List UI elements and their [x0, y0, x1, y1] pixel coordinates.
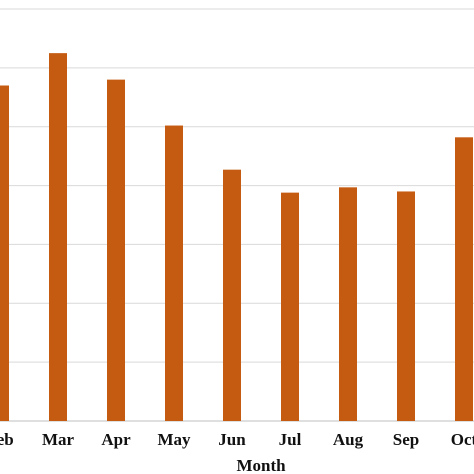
- bar-oct: [455, 137, 473, 421]
- x-axis-title: Month: [236, 456, 286, 474]
- x-tick-label: Jun: [218, 430, 246, 449]
- bar-feb: [0, 85, 9, 421]
- bars: [0, 53, 473, 422]
- bar-jul: [281, 192, 299, 421]
- x-tick-label: Sep: [393, 430, 419, 449]
- x-tick-label: Apr: [101, 430, 131, 449]
- x-tick-label: Mar: [42, 430, 75, 449]
- x-tick-label: Feb: [0, 430, 14, 449]
- bar-mar: [49, 53, 67, 422]
- x-tick-label: Jul: [279, 430, 302, 449]
- bar-aug: [339, 187, 357, 421]
- bar-apr: [107, 79, 125, 421]
- x-tick-label: May: [157, 430, 191, 449]
- x-tick-label: Oct: [451, 430, 474, 449]
- x-tick-label: Aug: [333, 430, 364, 449]
- bar-sep: [397, 191, 415, 421]
- x-tick-labels: Feb Mar Apr May Jun Jul Aug Sep Oct: [0, 430, 474, 449]
- bar-jun: [223, 169, 241, 421]
- bar-may: [165, 125, 183, 421]
